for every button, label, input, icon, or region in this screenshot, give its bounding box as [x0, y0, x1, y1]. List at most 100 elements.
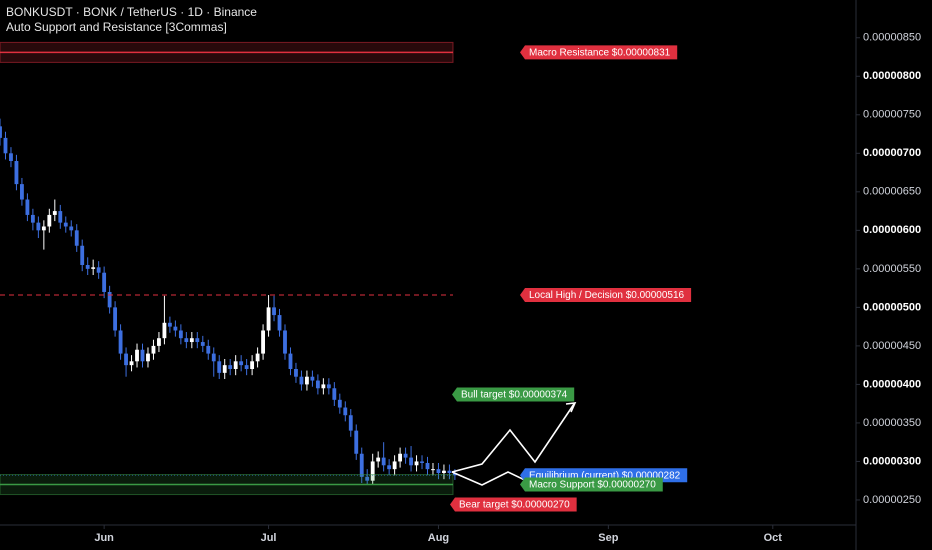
- x-tick-label: Sep: [598, 532, 618, 544]
- candle-body: [85, 265, 90, 269]
- x-tick-label: Jul: [261, 532, 277, 544]
- candle-body: [305, 376, 309, 385]
- candle-body: [398, 453, 403, 462]
- candle-body: [431, 469, 435, 471]
- candle-body: [91, 267, 96, 269]
- candle-body: [184, 338, 189, 343]
- candle-body: [30, 214, 35, 223]
- candle-body: [96, 267, 101, 273]
- chart-title: BONKUSDT · BONK / TetherUS · 1D · Binanc…: [6, 5, 257, 19]
- level-label-text: Macro Resistance $0.00000831: [529, 48, 671, 59]
- candle-body: [167, 322, 172, 327]
- y-tick-label: 0.00000500: [863, 301, 921, 313]
- candle-body: [74, 230, 79, 246]
- candle-body: [255, 353, 260, 362]
- candle-body: [52, 211, 57, 215]
- level-label: Local High / Decision $0.00000516: [520, 288, 692, 303]
- candle-body: [315, 380, 320, 389]
- level-label: Bull target $0.00000374: [452, 387, 575, 402]
- candle-body: [343, 407, 348, 416]
- y-tick-label: 0.00000350: [863, 417, 921, 429]
- candle-body: [135, 349, 139, 362]
- candle-body: [0, 126, 2, 138]
- candle-body: [326, 384, 331, 389]
- level-label: Bear target $0.00000270: [450, 497, 577, 512]
- candle-body: [206, 345, 211, 354]
- candle-body: [47, 214, 52, 227]
- candle-body: [3, 137, 8, 154]
- y-tick-label: 0.00000250: [863, 494, 921, 506]
- candle-body: [157, 338, 161, 346]
- candle-body: [9, 153, 13, 162]
- candle-body: [69, 226, 74, 231]
- x-tick-label: Jun: [94, 532, 114, 544]
- level-label-text: Bear target $0.00000270: [459, 500, 570, 511]
- candle-body: [239, 361, 244, 366]
- candle-body: [124, 353, 128, 366]
- candle-body: [211, 353, 216, 362]
- candle-body: [425, 462, 430, 470]
- y-tick-label: 0.00000800: [863, 70, 921, 82]
- candle-body: [129, 361, 134, 366]
- candle-body: [102, 272, 107, 292]
- candle-body: [436, 469, 441, 474]
- candle-body: [25, 199, 30, 215]
- candle-body: [14, 161, 19, 185]
- level-label-box: [450, 497, 577, 512]
- candle-body: [63, 222, 68, 227]
- level-label: Macro Support $0.00000270: [520, 477, 663, 492]
- candle-body: [244, 365, 249, 370]
- candle-body: [272, 307, 276, 316]
- candle-body: [283, 330, 287, 354]
- candle-body: [200, 342, 205, 346]
- candle-body: [299, 376, 304, 385]
- candle-body: [442, 470, 446, 474]
- plot: [0, 41, 457, 496]
- y-tick-label: 0.00000400: [863, 378, 921, 390]
- candle-body: [365, 476, 370, 481]
- candle-body: [387, 465, 392, 470]
- candle-body: [294, 369, 298, 377]
- candle-body: [266, 307, 271, 331]
- level-label-text: Bull target $0.00000374: [461, 390, 568, 401]
- level-label: Macro Resistance $0.00000831: [520, 45, 678, 60]
- candle-body: [58, 211, 63, 223]
- bull-projection: [451, 403, 575, 473]
- y-tick-label: 0.00000700: [863, 147, 921, 159]
- candle-body: [370, 461, 375, 481]
- y-tick-label: 0.00000750: [863, 109, 921, 121]
- candle-body: [414, 461, 419, 466]
- level-label-box: [520, 477, 663, 492]
- indicator-name: Auto Support and Resistance [3Commas]: [6, 20, 227, 34]
- y-tick-label: 0.00000450: [863, 340, 921, 352]
- candle-body: [189, 338, 194, 343]
- candle-body: [447, 470, 452, 474]
- candle-body: [107, 291, 112, 308]
- x-tick-label: Aug: [428, 532, 449, 544]
- candle-body: [36, 222, 41, 231]
- candle-body: [113, 307, 118, 331]
- candle-body: [332, 388, 337, 400]
- candle-body: [452, 473, 457, 476]
- candle-body: [162, 322, 167, 339]
- candle-body: [403, 453, 408, 458]
- level-label-box: [452, 387, 575, 402]
- level-label-box: [520, 45, 678, 60]
- candle-body: [41, 226, 46, 231]
- candle-body: [288, 353, 293, 370]
- candle-body: [233, 361, 238, 370]
- candle-body: [195, 338, 200, 343]
- candle-body: [118, 330, 123, 354]
- y-tick-label: 0.00000850: [863, 32, 921, 44]
- candle-body: [348, 415, 353, 431]
- candle-body: [392, 461, 397, 470]
- candle-body: [261, 330, 265, 354]
- candle-body: [337, 399, 342, 408]
- candle-body: [409, 457, 413, 466]
- candle-body: [250, 361, 255, 370]
- level-label-box: [520, 288, 692, 303]
- candle-body: [310, 376, 315, 381]
- candle-body: [80, 245, 85, 266]
